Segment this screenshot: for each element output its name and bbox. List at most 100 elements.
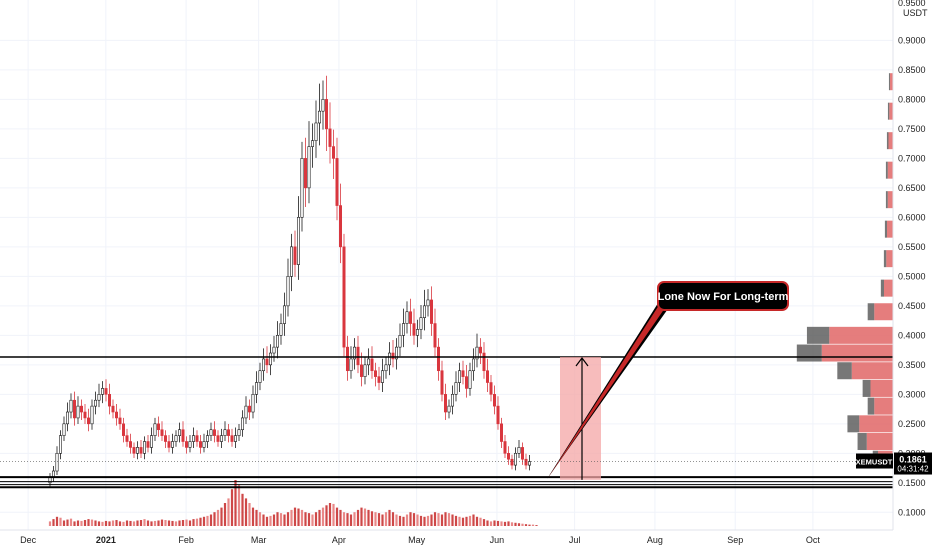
- candle-body: [335, 158, 339, 206]
- volume-bar: [510, 522, 514, 526]
- time-tick-label: Jun: [490, 535, 505, 545]
- profile-bar-dark: [885, 161, 888, 179]
- profile-bar-dark: [887, 102, 890, 120]
- profile-bar: [890, 73, 893, 91]
- candle-body: [164, 435, 168, 442]
- candle-body: [513, 453, 517, 466]
- candle-body: [286, 276, 290, 307]
- candle-body: [178, 429, 182, 436]
- volume-bar: [90, 519, 94, 526]
- candle-body: [209, 429, 213, 436]
- profile-bar-dark: [837, 362, 852, 380]
- candle-body: [510, 458, 514, 466]
- volume-bar: [440, 514, 444, 526]
- candle-body: [422, 305, 426, 318]
- candle-body: [101, 388, 105, 395]
- volume-bar: [374, 512, 377, 526]
- candle-body: [115, 411, 119, 419]
- volume-bar: [111, 520, 115, 526]
- volume-bar: [234, 480, 237, 526]
- price-tick-label: 0.1000: [898, 507, 926, 517]
- volume-bar: [73, 521, 76, 526]
- candle-body: [181, 429, 185, 442]
- candle-body: [450, 394, 454, 407]
- profile-bar-dark: [867, 397, 875, 415]
- volume-bar: [146, 520, 150, 526]
- candle-body: [171, 441, 175, 448]
- profile-bar-dark: [862, 379, 871, 397]
- candle-body: [310, 140, 314, 147]
- volume-bar: [206, 515, 209, 526]
- price-tick-label: 0.2500: [898, 419, 926, 429]
- profile-bar: [829, 326, 893, 344]
- volume-bar: [489, 521, 493, 526]
- profile-bar: [870, 379, 893, 397]
- price-tick-label: 0.3500: [898, 360, 926, 370]
- volume-bar: [143, 519, 146, 526]
- volume-bar: [419, 515, 423, 526]
- volume-bar: [251, 507, 255, 526]
- candle-body: [345, 346, 349, 372]
- volume-bar: [521, 523, 524, 526]
- candle-body: [356, 346, 360, 366]
- volume-bar: [437, 513, 440, 526]
- time-tick-label: Jul: [569, 535, 581, 545]
- volume-bar: [297, 508, 300, 526]
- candle-body: [255, 382, 259, 395]
- candle-body: [499, 423, 503, 442]
- candle-body: [104, 388, 108, 395]
- candle-body: [303, 158, 307, 189]
- candle-body: [475, 346, 479, 360]
- price-tick-label: 0.3000: [898, 389, 926, 399]
- volume-bar: [94, 520, 97, 526]
- candle-body: [202, 441, 206, 448]
- volume-bar: [353, 512, 356, 526]
- candle-body: [153, 423, 157, 436]
- currency-label: USDT: [903, 8, 928, 18]
- volume-bar: [363, 508, 367, 526]
- candle-body: [454, 382, 458, 395]
- candle-body: [143, 441, 147, 454]
- volume-bar: [279, 513, 283, 526]
- profile-bar-dark: [885, 191, 888, 209]
- target-arrow-head: [575, 356, 589, 367]
- volume-bar: [272, 514, 276, 526]
- candle-body: [160, 429, 164, 436]
- candle-body: [317, 110, 321, 124]
- price-tick-label: 0.5500: [898, 242, 926, 252]
- candle-body: [213, 429, 217, 436]
- volume-bar: [433, 512, 437, 526]
- candle-body: [146, 441, 150, 448]
- volume-bar: [482, 519, 486, 526]
- candle-body: [457, 370, 461, 383]
- candle-body: [293, 246, 297, 265]
- volume-bar: [500, 521, 503, 526]
- volume-bar: [48, 521, 52, 526]
- candle-body: [230, 435, 234, 442]
- candle-body: [377, 376, 381, 383]
- volume-bar: [220, 507, 223, 526]
- candle-body: [97, 394, 101, 401]
- symbol-tag-bg: [856, 453, 893, 469]
- candle-body: [370, 358, 374, 372]
- volume-bar: [416, 514, 419, 526]
- candle-body: [216, 435, 220, 442]
- volume-bar: [346, 513, 349, 526]
- volume-bar: [202, 516, 206, 526]
- volume-bar: [80, 520, 83, 526]
- time-axis[interactable]: Dec 2021 Feb Mar Apr May Jun Jul Aug Sep Oct: [0, 529, 932, 550]
- candle-body: [464, 376, 468, 389]
- profile-bar: [884, 279, 893, 297]
- volume-bar: [125, 520, 129, 526]
- volume-bar: [188, 520, 192, 526]
- volume-bar: [129, 520, 132, 526]
- volume-bar: [454, 515, 458, 526]
- candle-body: [55, 453, 59, 472]
- volume-bar: [216, 509, 220, 526]
- profile-bar: [821, 344, 893, 362]
- volume-bar: [244, 498, 248, 526]
- volume-bar: [465, 516, 468, 526]
